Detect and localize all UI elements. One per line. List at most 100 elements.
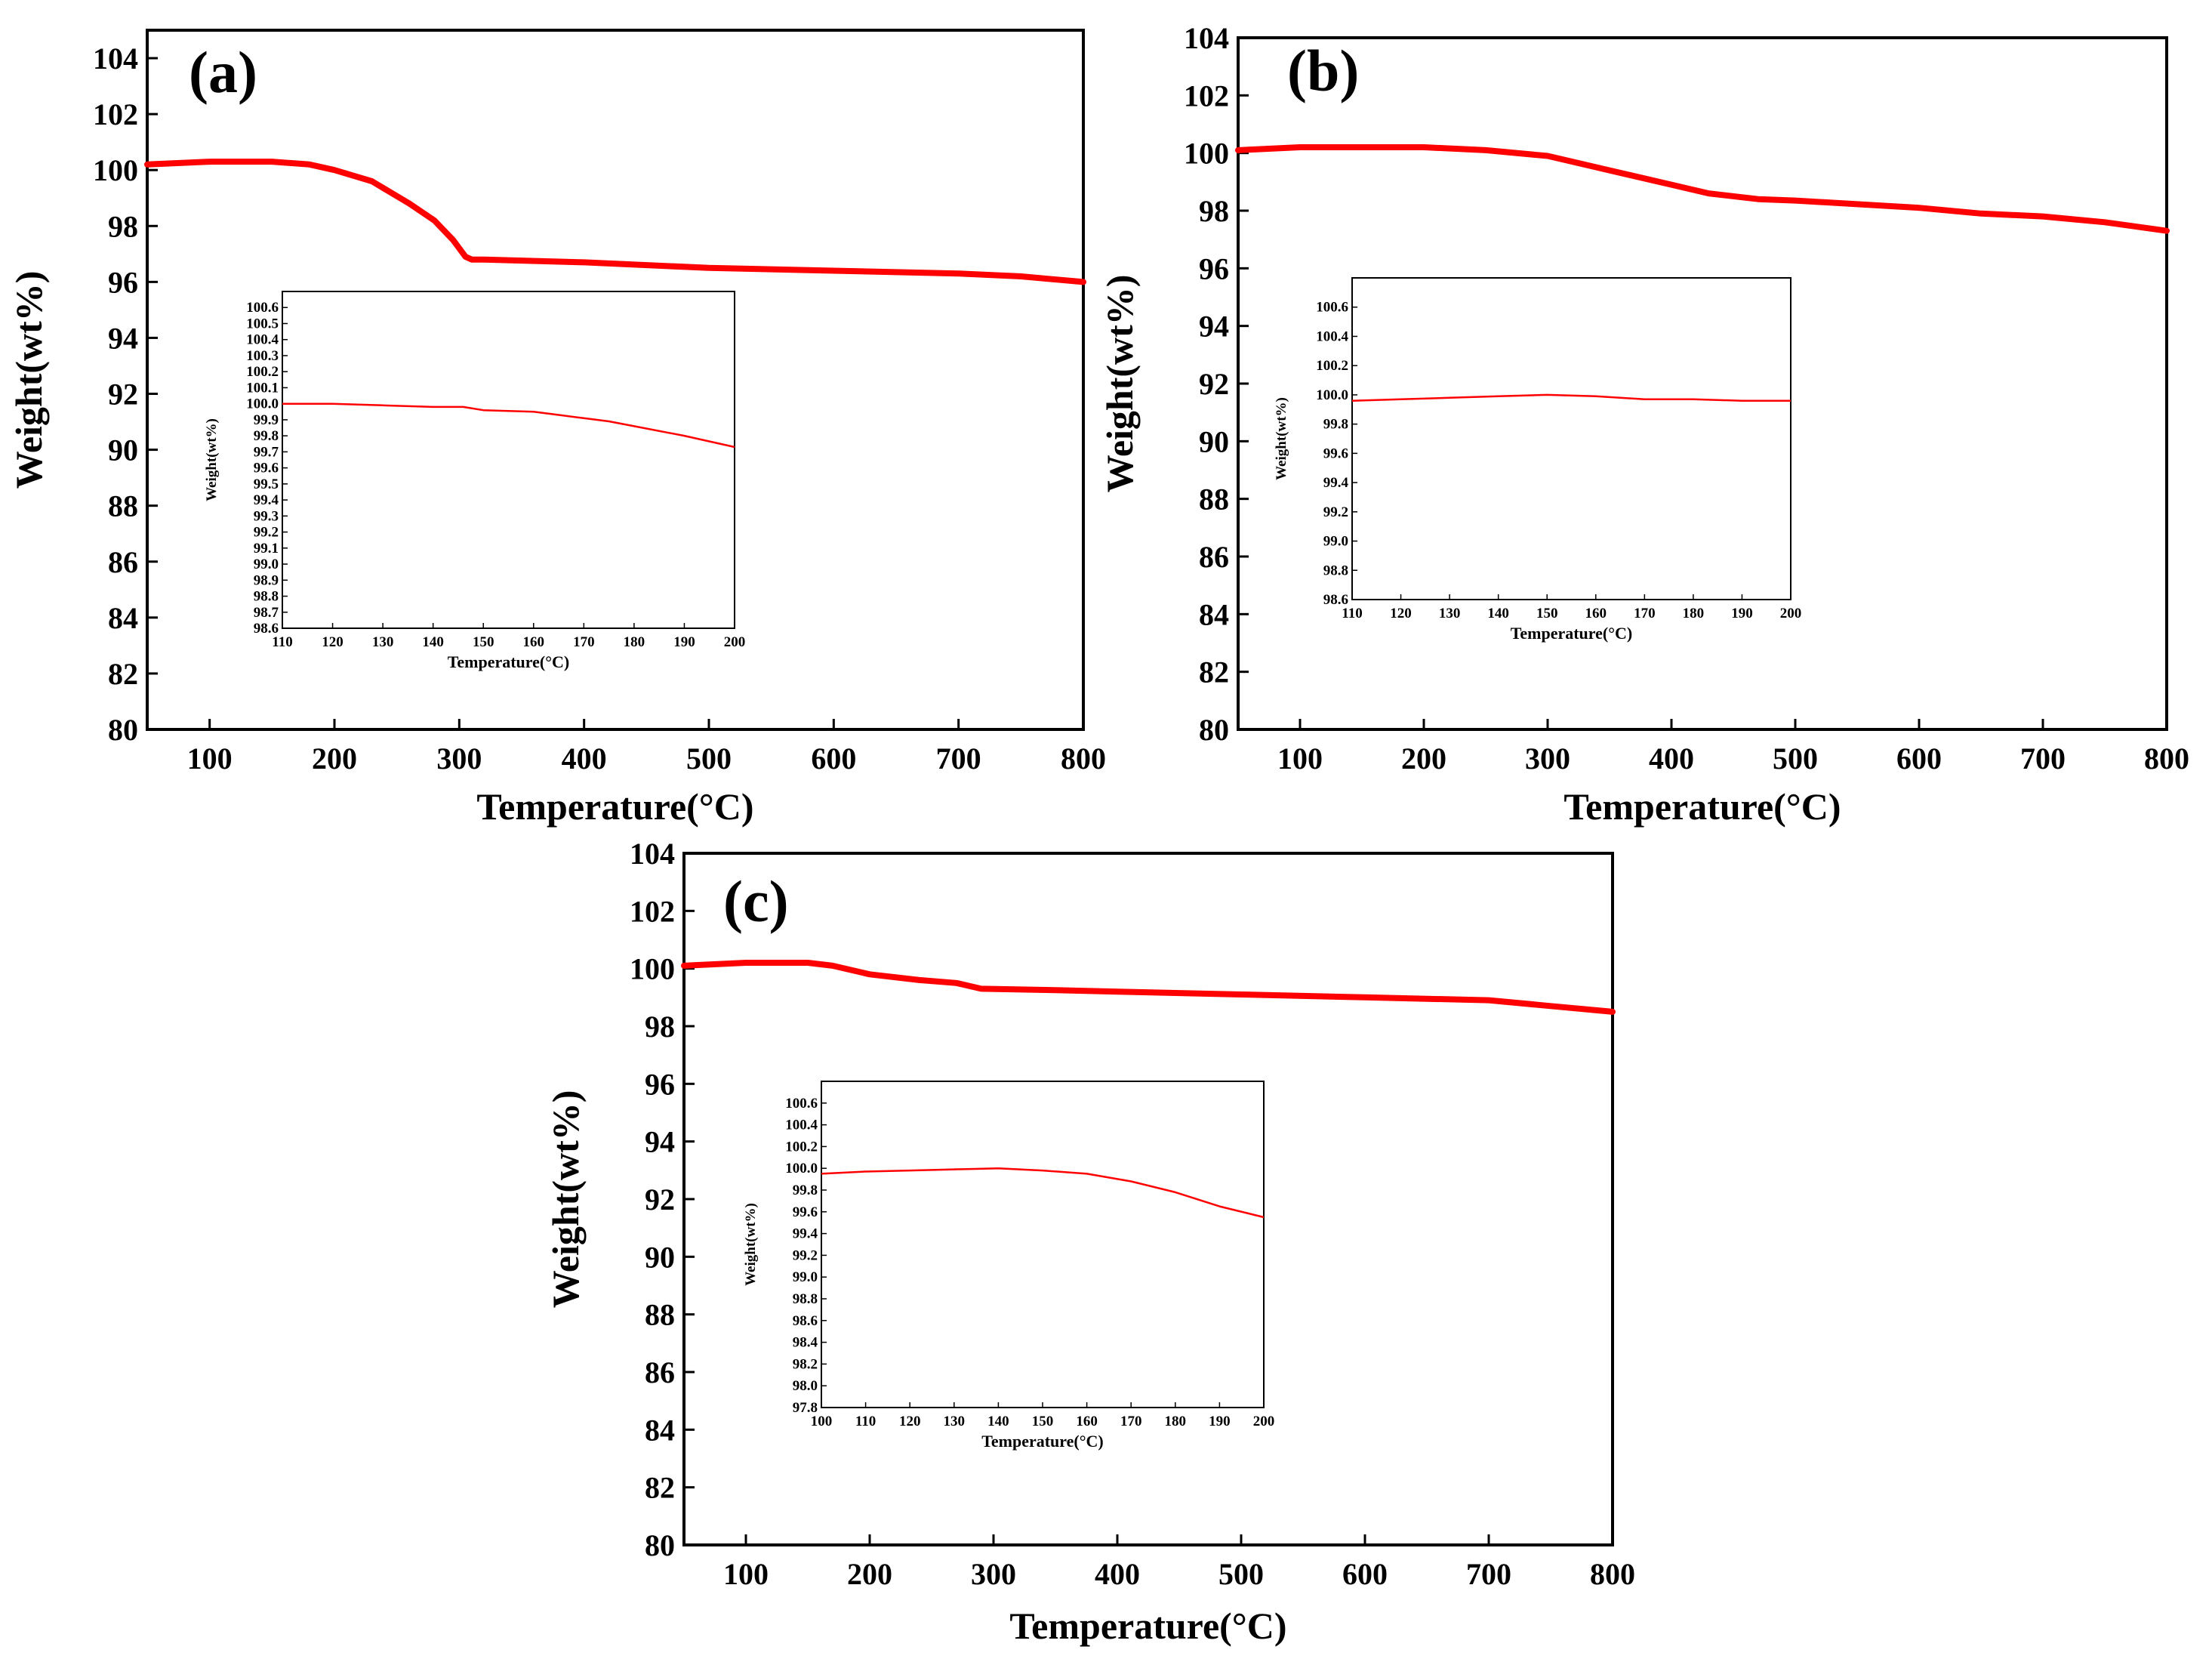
inset-x-tick-label: 100 bbox=[811, 1414, 833, 1429]
y-tick-label: 84 bbox=[645, 1413, 675, 1447]
inset-x-tick-label: 150 bbox=[1536, 606, 1558, 621]
y-tick-label: 88 bbox=[645, 1298, 675, 1332]
inset-y-tick-label: 99.4 bbox=[1323, 475, 1349, 491]
inset-y-tick-label: 98.8 bbox=[793, 1291, 818, 1307]
y-tick-label: 86 bbox=[645, 1355, 675, 1389]
y-tick-label: 102 bbox=[1184, 79, 1229, 113]
x-tick-label: 700 bbox=[1466, 1557, 1511, 1591]
y-tick-label: 100 bbox=[93, 153, 138, 187]
inset-series-line bbox=[821, 1167, 1265, 1219]
inset-y-tick-label: 99.7 bbox=[254, 444, 279, 460]
inset-y-tick-label: 99.0 bbox=[254, 557, 279, 572]
y-tick-label: 86 bbox=[108, 545, 138, 579]
inset-frame bbox=[1351, 277, 1791, 600]
x-tick-label: 200 bbox=[847, 1557, 892, 1591]
data-series-line bbox=[1235, 144, 2170, 234]
inset-x-axis-label: Temperature(°C) bbox=[448, 652, 570, 671]
x-tick-label: 400 bbox=[1649, 742, 1694, 775]
inset-x-tick-label: 200 bbox=[1253, 1414, 1275, 1429]
inset-y-tick-label: 100.5 bbox=[246, 316, 279, 331]
inset-y-tick-label: 100.3 bbox=[246, 348, 279, 364]
y-tick-label: 98 bbox=[108, 209, 138, 243]
inset-x-tick-label: 200 bbox=[1780, 606, 1802, 621]
x-tick-label: 300 bbox=[971, 1557, 1016, 1591]
y-tick-label: 82 bbox=[645, 1471, 675, 1505]
data-series-line bbox=[144, 159, 1086, 285]
inset-y-tick-label: 98.8 bbox=[254, 589, 279, 605]
inset-x-tick-label: 120 bbox=[899, 1414, 921, 1429]
inset-y-tick-label: 99.3 bbox=[254, 508, 279, 524]
inset-y-tick-label: 99.4 bbox=[793, 1226, 818, 1242]
inset-y-tick-label: 99.4 bbox=[254, 492, 279, 508]
inset-chart: 97.8 98.0 98.2 98.4 98.6 98.8 99.0 99.2 99.4 99.6… bbox=[743, 1081, 1274, 1451]
inset-y-tick-label: 98.6 bbox=[1323, 592, 1348, 608]
inset-x-tick-label: 120 bbox=[322, 634, 344, 650]
x-axis-label: Temperature(°C) bbox=[1563, 785, 1841, 828]
inset-x-tick-label: 160 bbox=[1585, 606, 1607, 621]
y-tick-label: 100 bbox=[1184, 137, 1229, 171]
chart-panel-1: 80 82 84 86 88 90 92 94 96 98 100 102 104 100 200 300 40… bbox=[8, 29, 1106, 828]
x-tick-label: 500 bbox=[1773, 742, 1818, 775]
y-tick-label: 90 bbox=[1199, 424, 1229, 458]
y-tick-label: 80 bbox=[1199, 713, 1229, 747]
inset-x-tick-label: 160 bbox=[1076, 1414, 1098, 1429]
inset-y-tick-label: 99.2 bbox=[793, 1247, 818, 1263]
chart-panel-3: 80 82 84 86 88 90 92 94 96 98 100 102 104 100 200 300 40… bbox=[544, 837, 1635, 1647]
x-tick-label: 500 bbox=[1218, 1557, 1264, 1591]
y-tick-label: 102 bbox=[630, 894, 675, 928]
inset-y-tick-label: 100.2 bbox=[246, 364, 279, 380]
y-tick-label: 88 bbox=[1199, 483, 1229, 516]
y-tick-label: 92 bbox=[108, 378, 138, 412]
x-tick-label: 200 bbox=[312, 742, 357, 775]
inset-y-tick-label: 99.0 bbox=[1323, 534, 1348, 550]
inset-series-line bbox=[1351, 393, 1791, 402]
inset-y-tick-label: 99.2 bbox=[254, 525, 279, 541]
inset-x-tick-label: 170 bbox=[1120, 1414, 1142, 1429]
x-tick-label: 100 bbox=[1277, 742, 1323, 775]
inset-chart: 98.6 98.8 99.0 99.2 99.4 99.6 99.8 100.0 100.2 10… bbox=[1274, 277, 1802, 643]
inset-y-axis-label: Weight(wt%) bbox=[1274, 397, 1289, 480]
inset-x-tick-label: 120 bbox=[1390, 606, 1412, 621]
x-tick-label: 600 bbox=[811, 742, 856, 775]
inset-y-axis-label: Weight(wt%) bbox=[204, 418, 220, 501]
inset-x-tick-label: 110 bbox=[855, 1414, 876, 1429]
inset-y-tick-label: 100.6 bbox=[246, 300, 279, 316]
inset-y-tick-label: 99.6 bbox=[793, 1204, 818, 1220]
inset-y-tick-label: 100.0 bbox=[785, 1161, 818, 1176]
inset-x-tick-label: 180 bbox=[1683, 606, 1705, 621]
inset-x-tick-label: 170 bbox=[1634, 606, 1656, 621]
inset-x-tick-label: 170 bbox=[573, 634, 595, 650]
inset-chart: 98.698.798.898.999.099.199.299.399.499.5… bbox=[204, 291, 745, 671]
y-axis-label: Weight(wt%) bbox=[8, 271, 50, 489]
inset-x-tick-label: 200 bbox=[724, 634, 746, 650]
inset-y-tick-label: 99.8 bbox=[254, 428, 279, 444]
x-tick-label: 400 bbox=[1095, 1557, 1140, 1591]
y-tick-label: 86 bbox=[1199, 540, 1229, 574]
x-tick-label: 600 bbox=[1896, 742, 1942, 775]
y-tick-label: 102 bbox=[93, 97, 138, 131]
x-tick-label: 100 bbox=[723, 1557, 769, 1591]
chart-panel-2: 80 82 84 86 88 90 92 94 96 98 100 102 104 100 200 300 40… bbox=[1098, 21, 2189, 828]
inset-x-tick-label: 110 bbox=[272, 634, 292, 650]
y-tick-label: 84 bbox=[1199, 597, 1229, 631]
x-tick-label: 600 bbox=[1342, 1557, 1388, 1591]
y-tick-label: 92 bbox=[645, 1183, 675, 1216]
inset-x-axis-label: Temperature(°C) bbox=[981, 1432, 1104, 1451]
inset-y-tick-label: 100.1 bbox=[246, 380, 279, 396]
inset-y-tick-label: 98.2 bbox=[793, 1356, 818, 1372]
inset-series-line bbox=[282, 402, 735, 449]
inset-x-tick-label: 190 bbox=[673, 634, 695, 650]
inset-y-tick-label: 98.0 bbox=[793, 1378, 818, 1394]
x-tick-label: 300 bbox=[436, 742, 482, 775]
x-tick-label: 500 bbox=[686, 742, 732, 775]
inset-y-tick-label: 99.1 bbox=[254, 541, 279, 557]
y-tick-label: 90 bbox=[108, 433, 138, 467]
inset-x-tick-label: 150 bbox=[1032, 1414, 1054, 1429]
inset-y-tick-label: 98.6 bbox=[254, 621, 279, 637]
y-tick-label: 104 bbox=[93, 42, 138, 76]
y-tick-label: 94 bbox=[108, 321, 138, 355]
inset-y-tick-label: 98.4 bbox=[793, 1335, 818, 1351]
inset-x-tick-label: 130 bbox=[372, 634, 394, 650]
x-axis-label: Temperature(°C) bbox=[1009, 1605, 1286, 1647]
